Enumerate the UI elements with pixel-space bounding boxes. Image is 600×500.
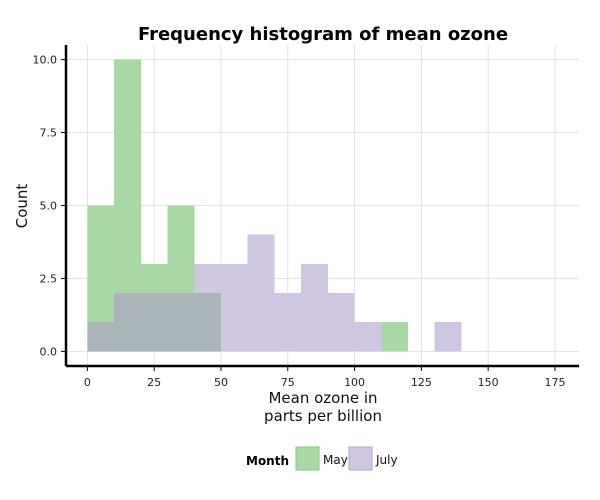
bar-july	[220, 263, 248, 352]
y-tick-label: 0.0	[40, 345, 58, 358]
bar-july	[434, 322, 462, 352]
bar-may	[381, 322, 408, 352]
bar-july	[247, 234, 275, 352]
legend-swatch-may	[295, 446, 320, 471]
y-tick-label: 5.0	[40, 200, 58, 213]
x-axis-title-line-1: Mean ozone in	[268, 389, 377, 407]
x-tick-label: 125	[411, 376, 432, 389]
tick-labels: 0 25 50 75 100 125 150 175 0.0 2.5 5.0 7.5 10.0	[33, 54, 566, 389]
y-axis-title: Count	[13, 184, 31, 229]
bar-overlap	[167, 293, 195, 352]
bar-overlap	[114, 293, 141, 352]
legend-swatch-july	[348, 446, 373, 471]
chart-title: Frequency histogram of mean ozone	[138, 24, 508, 45]
legend-label-july: July	[375, 453, 398, 467]
bar-july	[274, 293, 302, 352]
x-axis-title-line-2: parts per billion	[264, 407, 382, 425]
x-tick-label: 100	[344, 376, 365, 389]
legend-title: Month	[246, 454, 289, 468]
bar-july	[301, 263, 328, 352]
x-tick-label: 75	[281, 376, 295, 389]
bar-july	[354, 322, 382, 352]
bar-overlap	[87, 322, 115, 352]
y-tick-label: 10.0	[33, 54, 58, 67]
y-tick-label: 2.5	[40, 272, 58, 285]
x-tick-label: 150	[478, 376, 499, 389]
x-tick-label: 50	[214, 376, 228, 389]
bars	[87, 59, 462, 352]
legend-label-may: May	[323, 453, 348, 467]
bar-overlap	[194, 293, 221, 352]
legend: Month May July	[246, 446, 398, 471]
x-tick-label: 25	[147, 376, 161, 389]
x-tick-label: 0	[84, 376, 91, 389]
x-tick-label: 175	[544, 376, 565, 389]
bar-overlap	[140, 293, 168, 352]
bar-july	[327, 293, 355, 352]
y-tick-label: 7.5	[40, 127, 58, 140]
